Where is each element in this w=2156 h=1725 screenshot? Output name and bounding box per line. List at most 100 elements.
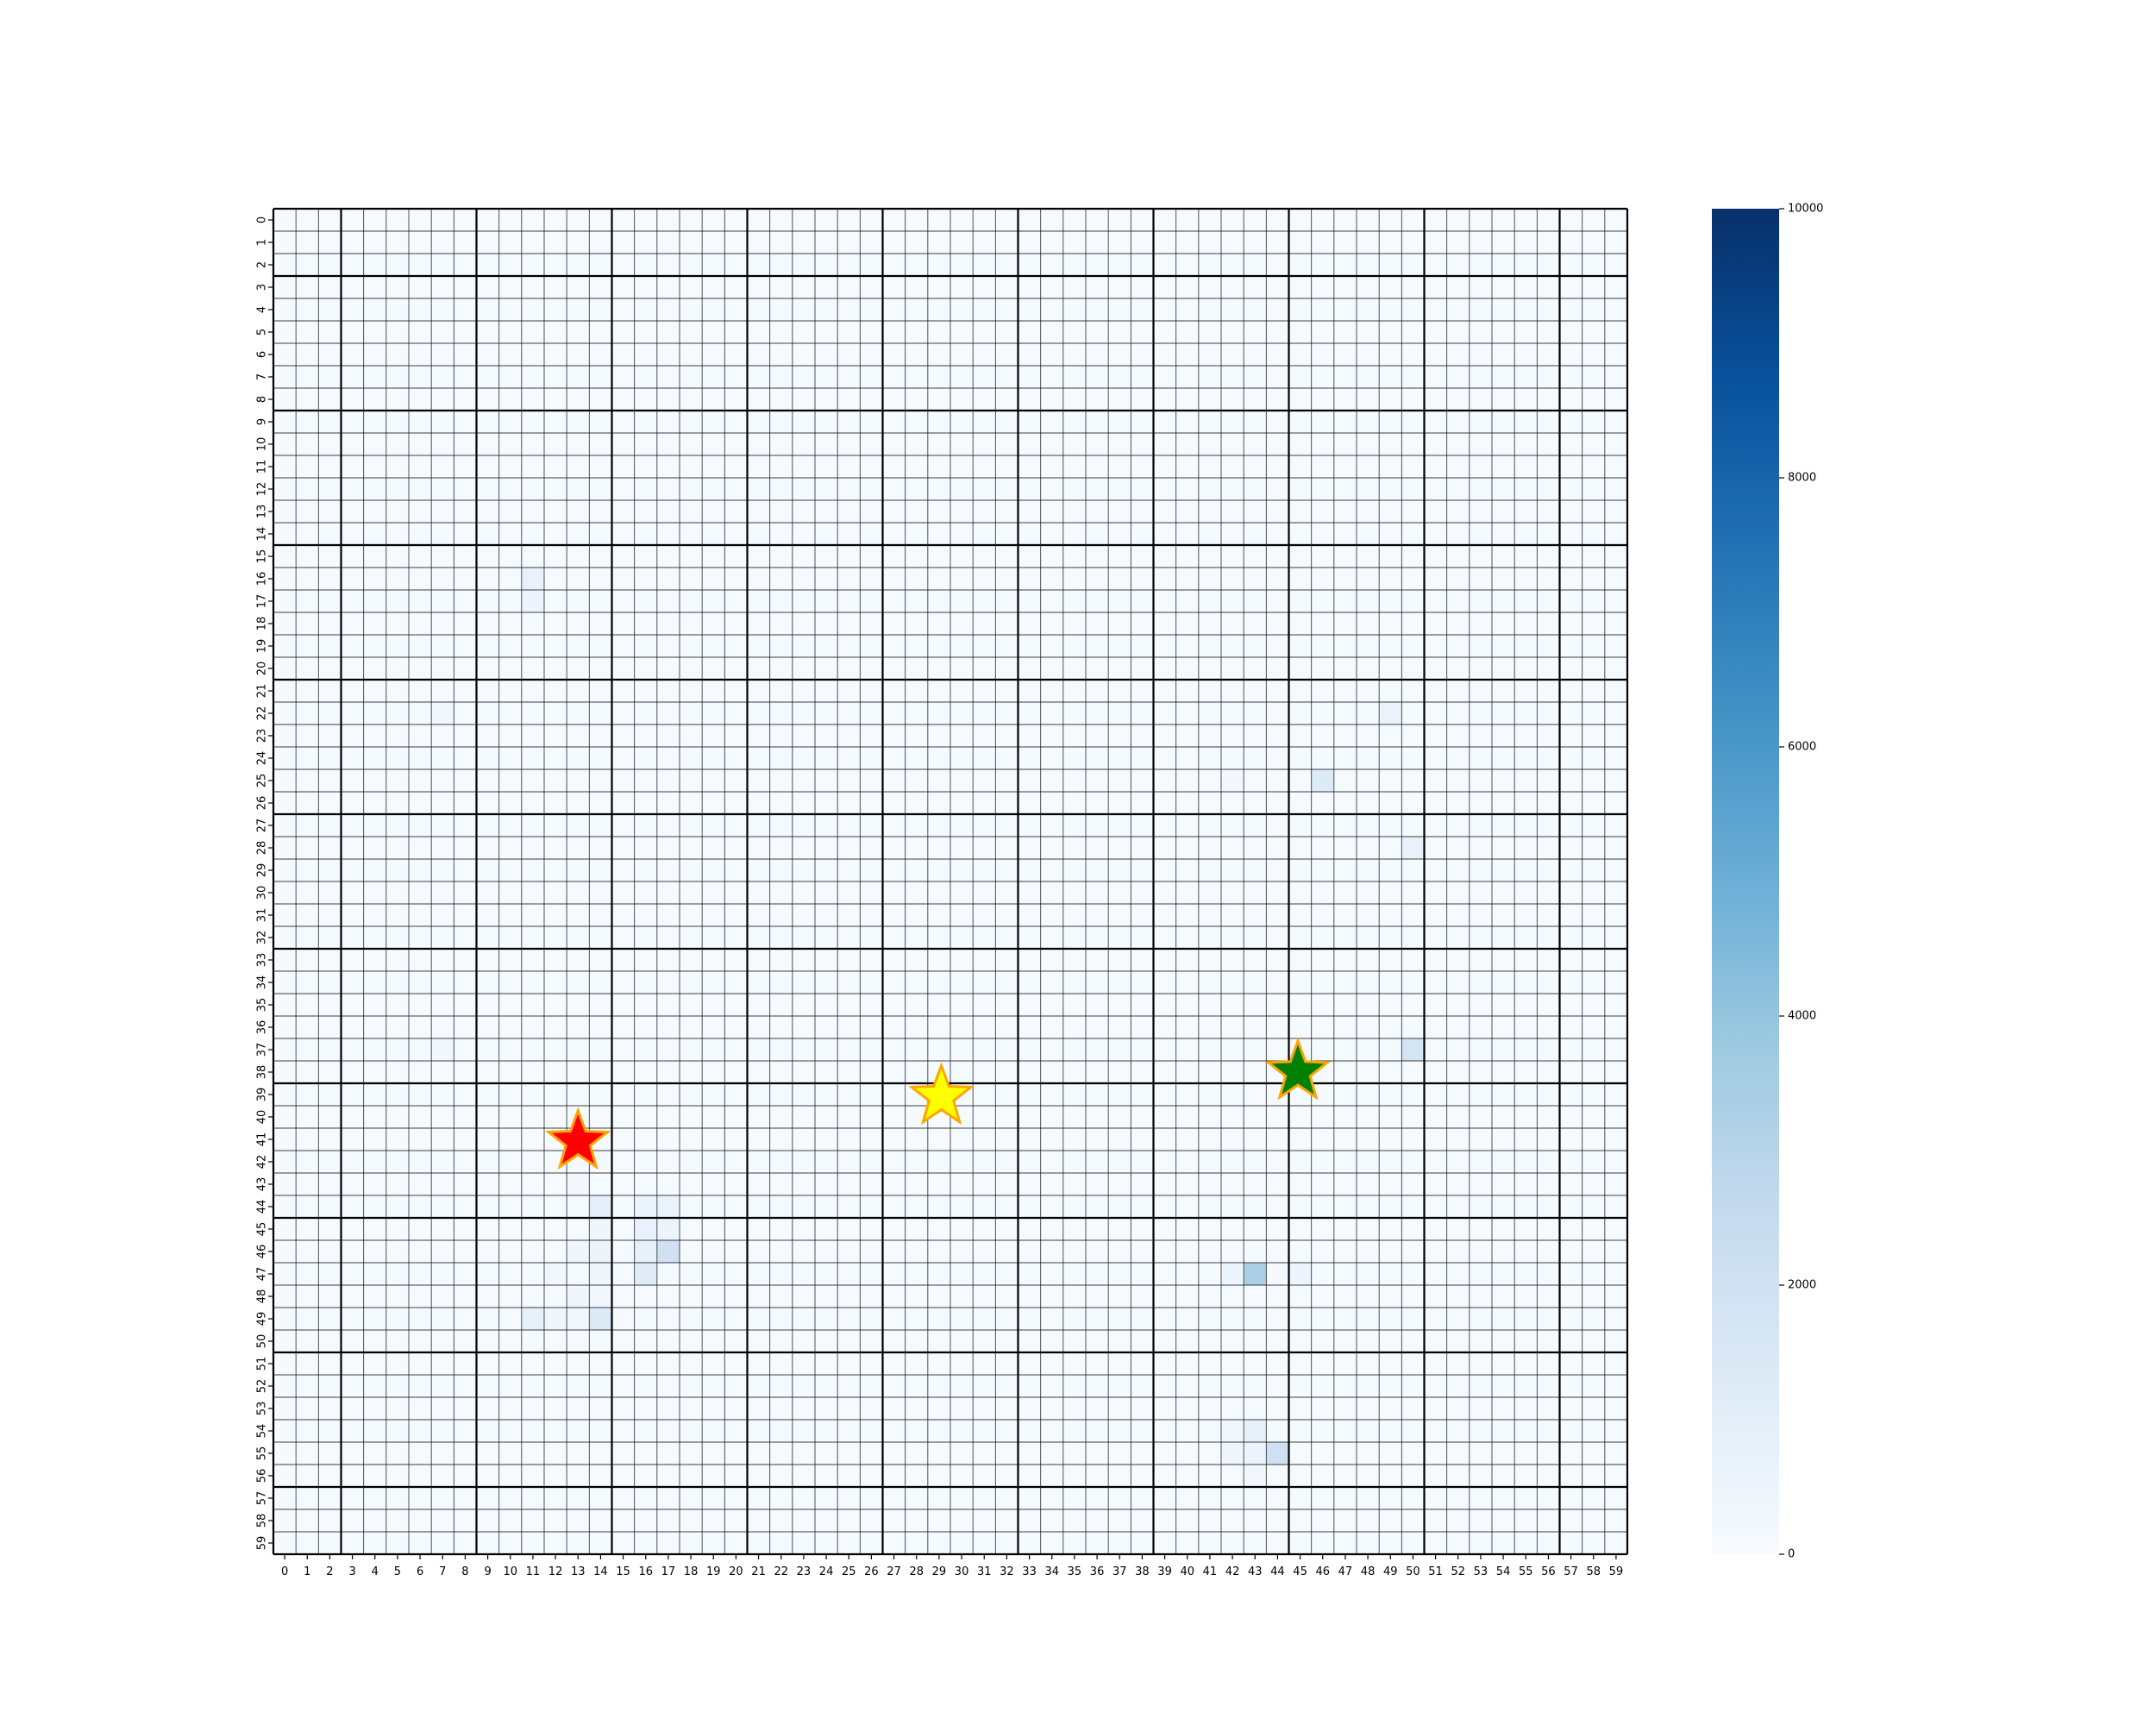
heatmap-cell [724,321,748,344]
heatmap-cell [837,1061,861,1084]
heatmap-cell [634,792,658,815]
heatmap-cell [589,702,612,725]
heatmap-cell [1469,500,1493,524]
heatmap-cell [363,702,387,725]
heatmap-cell [1333,1038,1357,1062]
heatmap-cell [1108,1285,1131,1308]
heatmap-cell [431,635,454,658]
heatmap-cell [950,455,974,479]
heatmap-cell [1086,1240,1109,1264]
heatmap-cell [1131,1263,1154,1286]
heatmap-cell [905,455,929,479]
x-tick-label: 42 [1225,1565,1240,1578]
heatmap-cell [1469,769,1493,793]
heatmap-cell [1401,792,1425,815]
heatmap-cell [1153,837,1176,860]
heatmap-cell [747,837,770,860]
heatmap-cell [702,590,725,613]
heatmap-cell [273,1061,297,1084]
heatmap-cell [1401,1151,1425,1174]
heatmap-cell [792,1151,816,1174]
heatmap-cell [973,1487,996,1510]
heatmap-cell [611,1352,635,1376]
heatmap-cell [1424,1330,1447,1353]
heatmap-cell [1379,1151,1402,1174]
heatmap-cell [1040,881,1064,905]
heatmap-cell [1604,545,1628,568]
heatmap-cell [905,321,929,344]
heatmap-cell [1198,343,1222,367]
heatmap-cell [1266,388,1289,411]
heatmap-cell [1333,1487,1357,1510]
heatmap-cell [1244,926,1267,950]
heatmap-cell [521,590,545,613]
heatmap-cell [454,702,477,725]
heatmap-cell [363,792,387,815]
heatmap-cell [769,1308,793,1331]
heatmap-cell [1333,1061,1357,1084]
heatmap-cell [1131,881,1154,905]
heatmap-cell [1492,1128,1515,1151]
heatmap-cell [1514,724,1538,748]
heatmap-cell [454,635,477,658]
heatmap-cell [995,298,1018,322]
heatmap-cell [1469,1532,1493,1555]
heatmap-cell [769,500,793,524]
heatmap-cell [385,904,410,927]
y-tick-label: 51 [256,1357,269,1371]
heatmap-cell [363,1397,387,1421]
heatmap-cell [296,1532,319,1555]
heatmap-cell [1266,1038,1289,1062]
heatmap-cell [1559,702,1583,725]
heatmap-cell [860,1487,883,1510]
heatmap-cell [1244,657,1267,681]
heatmap-cell [476,1083,499,1107]
heatmap-cell [567,1218,590,1241]
heatmap-cell [1559,926,1583,950]
heatmap-cell [1311,1397,1335,1421]
heatmap-cell [860,298,883,322]
heatmap-cell [1288,500,1312,524]
heatmap-cell [1537,1173,1560,1196]
heatmap-cell [1198,1532,1222,1555]
heatmap-cell [680,254,703,277]
heatmap-cell [318,1218,342,1241]
heatmap-cell [634,1285,658,1308]
heatmap-cell [296,1487,319,1510]
heatmap-cell [1357,1465,1380,1488]
heatmap-cell [296,545,319,568]
heatmap-cell [837,478,861,501]
heatmap-cell [702,366,725,389]
heatmap-cell [1311,1240,1335,1264]
heatmap-cell [1108,1442,1131,1465]
heatmap-cell [521,1308,545,1331]
heatmap-cell [927,254,951,277]
heatmap-cell [882,1106,906,1129]
heatmap-cell [1062,523,1087,546]
heatmap-cell [634,298,658,322]
heatmap-cell [1424,231,1447,254]
heatmap-cell [385,1285,410,1308]
heatmap-cell [1086,1083,1109,1107]
heatmap-cell [273,433,297,456]
heatmap-cell [680,1532,703,1555]
heatmap-cell [1288,388,1312,411]
heatmap-cell [1582,523,1606,546]
heatmap-cell [409,904,432,927]
heatmap-cell [973,814,996,837]
heatmap-cell [1175,680,1200,703]
heatmap-cell [1469,1038,1493,1062]
heatmap-cell [882,568,906,591]
heatmap-cell [521,769,545,793]
heatmap-cell [1357,1420,1380,1443]
heatmap-cell [927,859,951,882]
heatmap-cell [1446,1465,1470,1488]
heatmap-cell [680,769,703,793]
heatmap-cell [1131,1532,1154,1555]
heatmap-cells [273,209,1628,1555]
heatmap-cell [1582,1061,1606,1084]
heatmap-cell [1175,231,1200,254]
heatmap-cell [837,1016,861,1039]
heatmap-cell [1266,590,1289,613]
heatmap-cell [567,1352,590,1376]
